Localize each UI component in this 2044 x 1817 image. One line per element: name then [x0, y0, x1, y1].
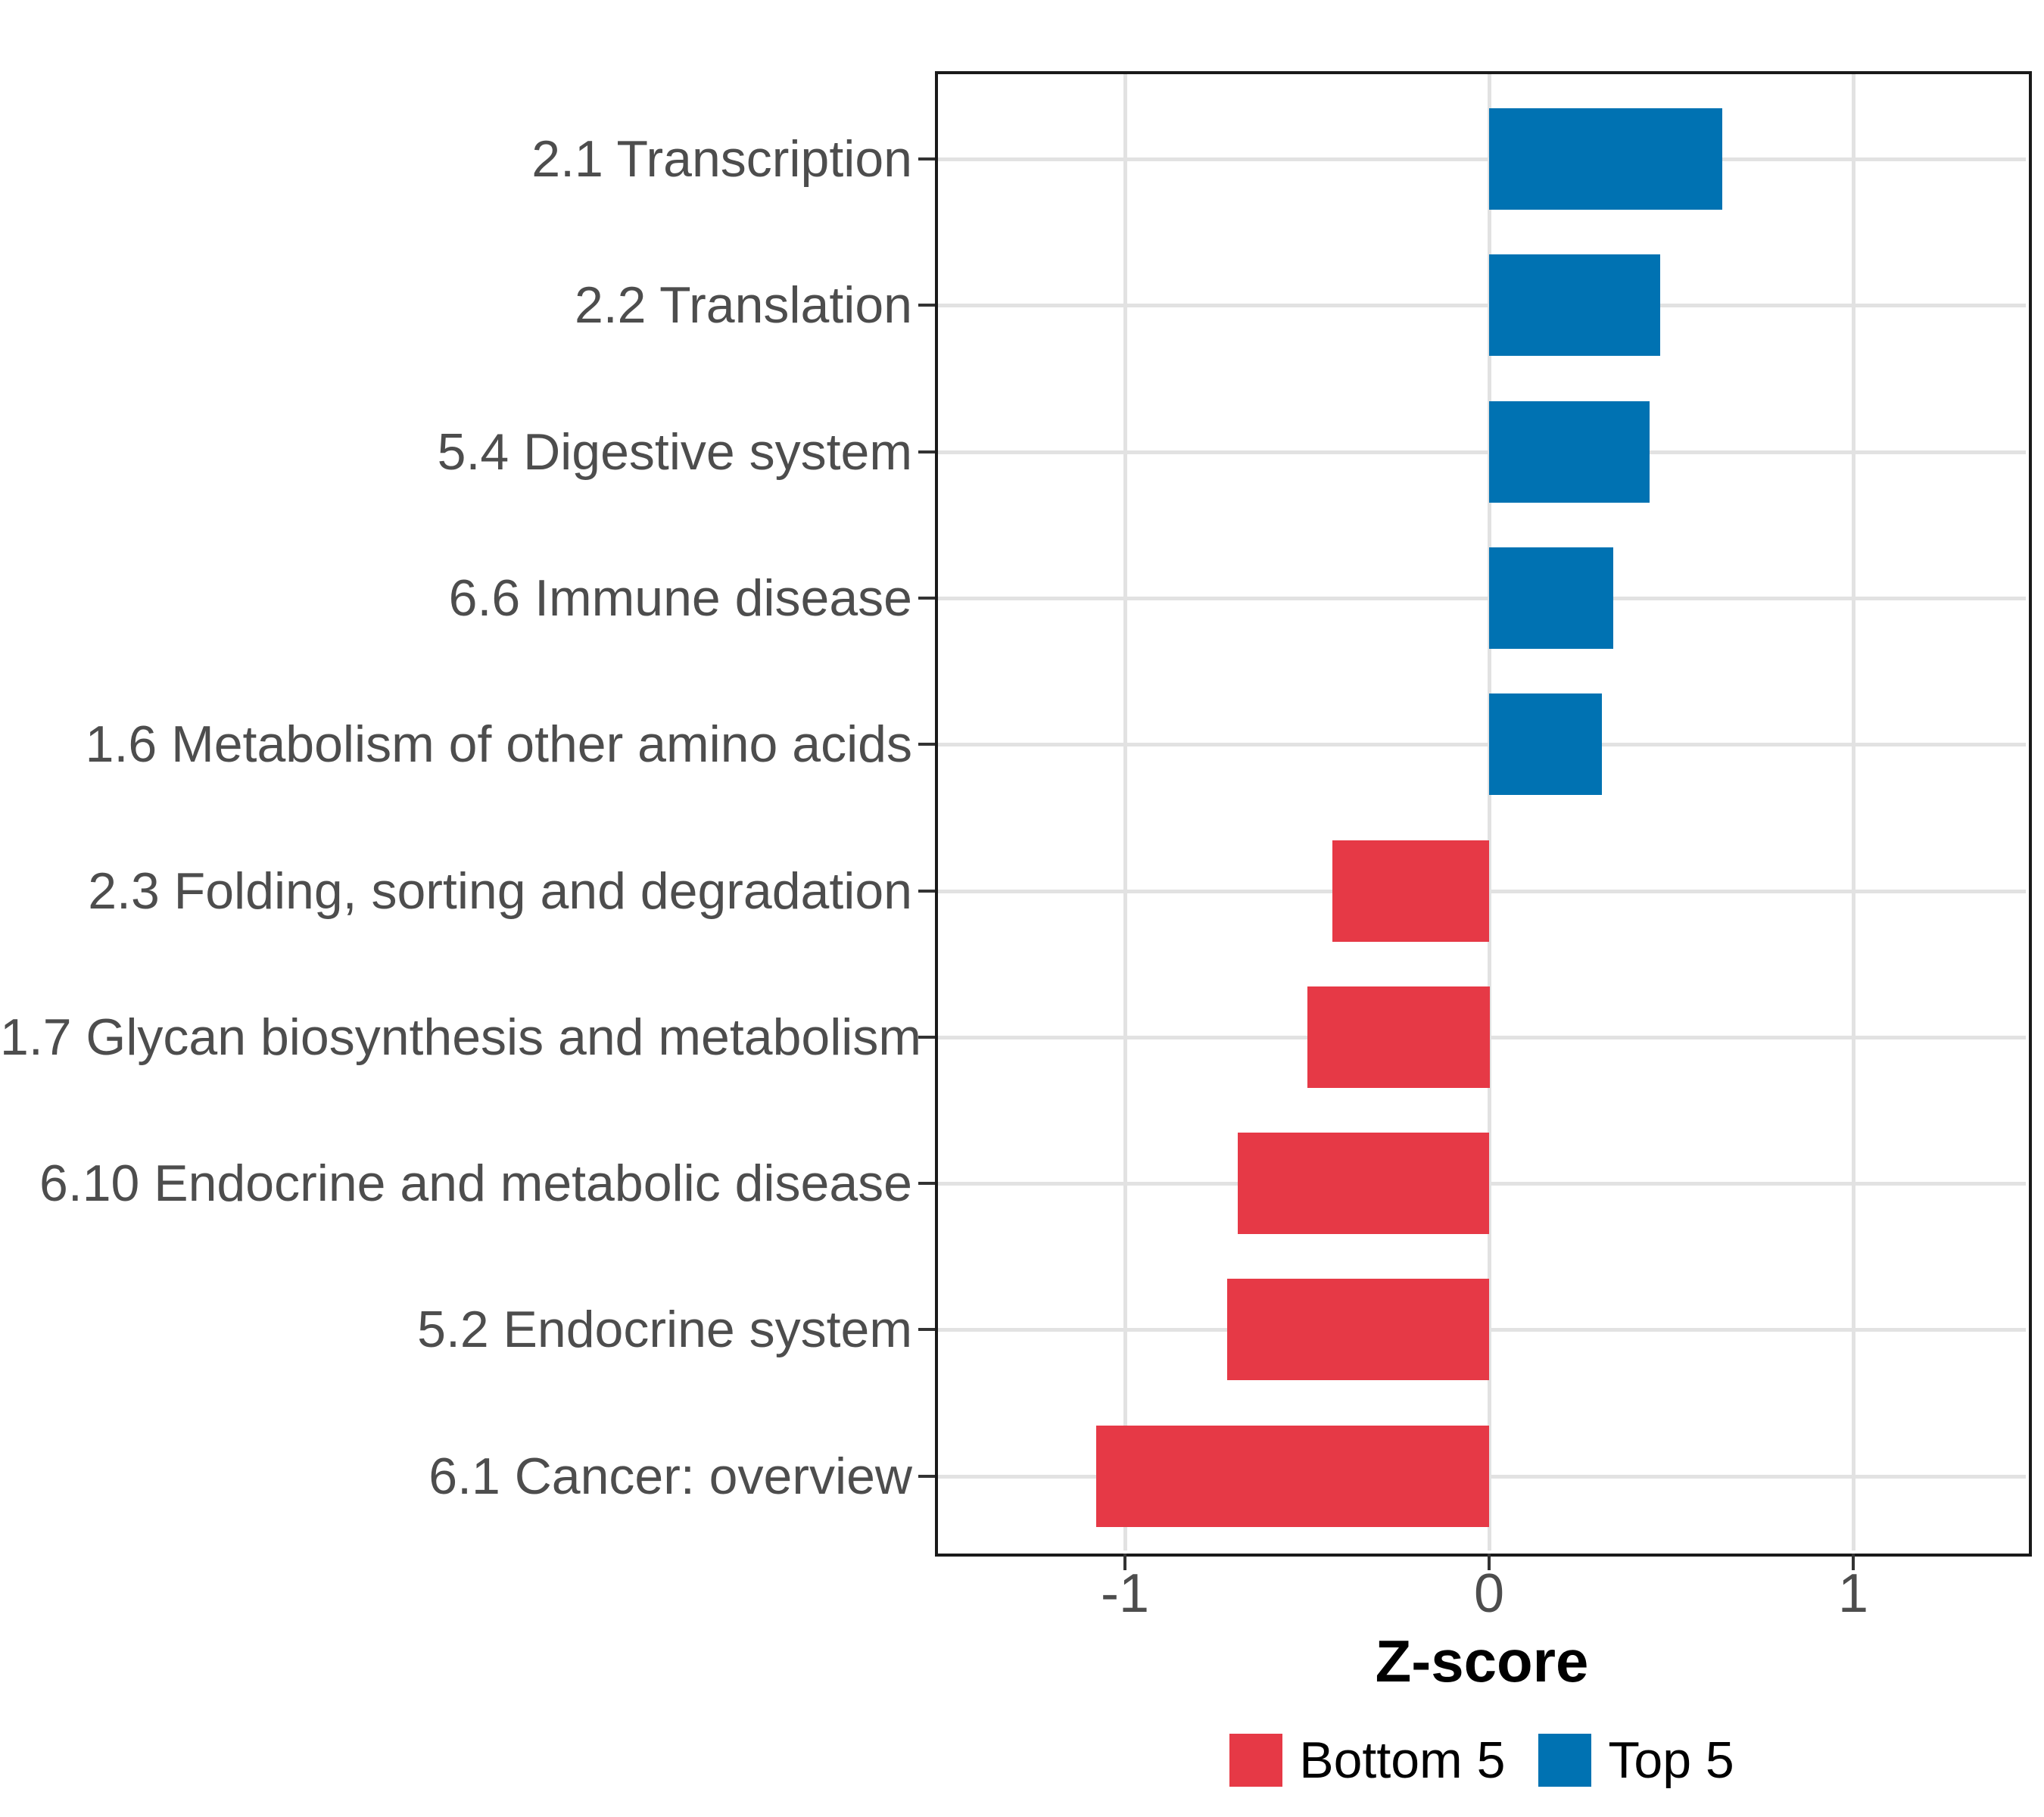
legend-item-bottom5: Bottom 5: [1229, 1731, 1505, 1790]
bar-positive: [1489, 693, 1602, 795]
y-axis-tick: [918, 1182, 935, 1185]
x-axis-tick: [1852, 1554, 1855, 1570]
legend-item-top5: Top 5: [1538, 1731, 1734, 1790]
x-axis-tick: [1488, 1554, 1491, 1570]
y-gridline: [938, 597, 2026, 600]
y-axis-category-label: 5.4 Digestive system: [437, 423, 912, 481]
x-gridline: [1123, 74, 1127, 1551]
y-axis-category-label: 6.10 Endocrine and metabolic disease: [39, 1155, 912, 1212]
x-gridline: [1852, 74, 1855, 1551]
x-axis-tick-label: 0: [1473, 1563, 1505, 1624]
legend-swatch-bottom5: [1229, 1734, 1283, 1787]
x-axis-tick-label: 1: [1837, 1563, 1869, 1624]
legend-label-top5: Top 5: [1608, 1731, 1734, 1789]
y-gridline: [938, 304, 2026, 307]
y-axis-tick: [918, 1036, 935, 1039]
y-axis-category-label: 1.6 Metabolism of other amino acids: [85, 715, 912, 773]
y-axis-tick: [918, 597, 935, 600]
bar-negative: [1332, 840, 1489, 942]
y-gridline: [938, 743, 2026, 746]
bar-negative: [1307, 986, 1490, 1088]
legend: Bottom 5 Top 5: [938, 1728, 2026, 1793]
x-axis-tick: [1123, 1554, 1126, 1570]
y-axis-tick: [918, 890, 935, 893]
bar-positive: [1489, 547, 1613, 649]
y-axis-tick: [918, 304, 935, 307]
y-axis-category-label: 1.7 Glycan biosynthesis and metabolism: [0, 1008, 922, 1066]
bar-negative: [1096, 1426, 1489, 1527]
bar-positive: [1489, 108, 1722, 210]
plot-panel: [938, 74, 2026, 1551]
legend-label-bottom5: Bottom 5: [1299, 1731, 1506, 1789]
y-axis-category-label: 2.2 Translation: [574, 276, 912, 334]
y-gridline: [938, 450, 2026, 454]
x-axis-tick-label: -1: [1100, 1563, 1150, 1624]
y-axis-category-label: 6.6 Immune disease: [448, 569, 912, 627]
legend-swatch-top5: [1538, 1734, 1592, 1787]
y-axis-tick: [918, 1328, 935, 1331]
y-axis-category-label: 2.3 Folding, sorting and degradation: [88, 862, 912, 920]
bar-positive: [1489, 401, 1650, 503]
bar-positive: [1489, 254, 1660, 356]
y-axis-tick: [918, 1475, 935, 1478]
y-axis-category-label: 6.1 Cancer: overview: [428, 1448, 912, 1505]
y-gridline: [938, 157, 2026, 161]
x-gridline: [1488, 74, 1491, 1551]
y-axis-tick: [918, 743, 935, 746]
y-axis-tick: [918, 450, 935, 453]
bar-negative: [1227, 1279, 1489, 1380]
y-axis-category-label: 2.1 Transcription: [531, 130, 912, 188]
y-axis-category-label: 5.2 Endocrine system: [417, 1301, 912, 1358]
bar-negative: [1238, 1133, 1489, 1234]
y-axis-tick: [918, 157, 935, 161]
x-axis-title: Z-score: [1375, 1628, 1589, 1694]
